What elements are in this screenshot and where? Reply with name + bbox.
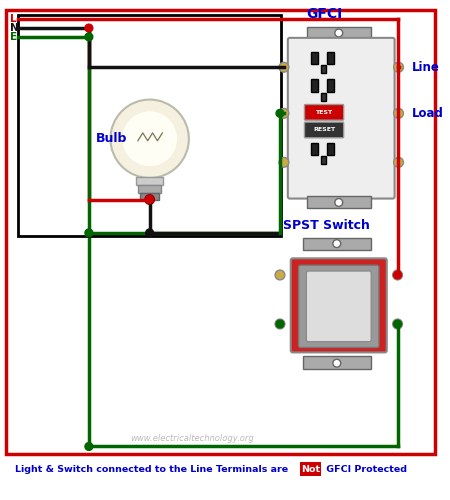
Circle shape (279, 108, 289, 118)
Circle shape (393, 319, 402, 329)
Bar (136, 177, 163, 185)
Circle shape (85, 442, 93, 450)
Text: Bulb: Bulb (96, 132, 127, 145)
Circle shape (146, 229, 153, 237)
Text: L: L (9, 14, 16, 24)
Circle shape (394, 108, 404, 118)
Bar (307, 196, 371, 208)
Text: Light & Switch connected to the Line Terminals are: Light & Switch connected to the Line Ter… (15, 466, 292, 474)
Bar (300, 462, 321, 476)
Text: TEST: TEST (315, 110, 333, 115)
Bar (138, 185, 162, 192)
Circle shape (122, 112, 177, 166)
Bar (140, 192, 159, 200)
Bar (18, 16, 281, 236)
Circle shape (275, 270, 285, 280)
Circle shape (333, 360, 341, 367)
Bar (311, 142, 318, 156)
Circle shape (279, 158, 289, 167)
Circle shape (110, 100, 189, 178)
Bar (327, 142, 334, 156)
Text: Line: Line (412, 61, 440, 74)
Circle shape (85, 229, 93, 237)
FancyBboxPatch shape (305, 122, 344, 138)
FancyBboxPatch shape (306, 271, 371, 342)
Circle shape (146, 196, 153, 203)
Text: GFCI Protected: GFCI Protected (323, 466, 407, 474)
Circle shape (276, 110, 284, 117)
Text: N: N (9, 23, 18, 33)
Text: E: E (9, 32, 17, 42)
FancyBboxPatch shape (299, 265, 379, 347)
FancyBboxPatch shape (305, 104, 344, 120)
Circle shape (394, 271, 401, 279)
Circle shape (85, 24, 93, 32)
Circle shape (335, 29, 343, 37)
Bar (327, 52, 334, 64)
FancyBboxPatch shape (291, 258, 387, 352)
Circle shape (333, 240, 341, 248)
Circle shape (275, 319, 285, 329)
Text: SPST Switch: SPST Switch (283, 219, 369, 232)
Circle shape (85, 33, 93, 41)
Text: www.electricaltechnology.org: www.electricaltechnology.org (130, 434, 254, 443)
Bar (321, 66, 326, 73)
Circle shape (145, 194, 154, 204)
Text: GFCI: GFCI (306, 8, 342, 22)
Text: Not: Not (301, 466, 320, 474)
Bar (307, 27, 371, 40)
Bar (321, 92, 326, 100)
Circle shape (335, 198, 343, 206)
Bar (302, 356, 371, 369)
Circle shape (394, 62, 404, 72)
Circle shape (276, 320, 284, 328)
FancyBboxPatch shape (288, 38, 395, 198)
Bar (321, 156, 326, 164)
Circle shape (394, 320, 401, 328)
Circle shape (279, 62, 289, 72)
Bar (302, 238, 371, 250)
Text: Load: Load (412, 107, 444, 120)
Bar (311, 52, 318, 64)
Bar (311, 79, 318, 92)
Text: RESET: RESET (313, 128, 335, 132)
Circle shape (393, 270, 402, 280)
Bar (327, 79, 334, 92)
Circle shape (394, 158, 404, 167)
